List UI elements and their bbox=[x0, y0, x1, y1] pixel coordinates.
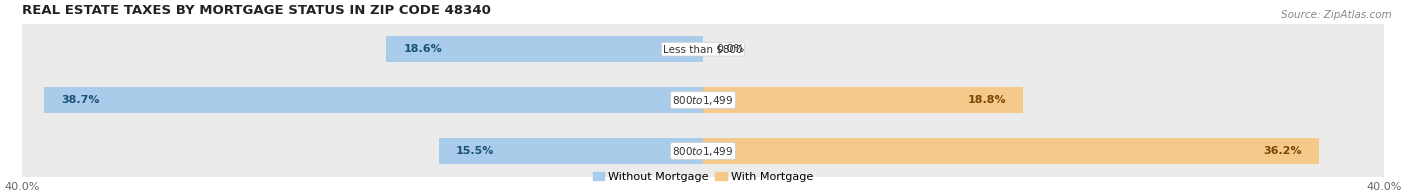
Text: 0.0%: 0.0% bbox=[717, 44, 745, 54]
Text: $800 to $1,499: $800 to $1,499 bbox=[672, 93, 734, 107]
Bar bbox=[439, 138, 703, 164]
Bar bbox=[44, 87, 703, 113]
Text: $800 to $1,499: $800 to $1,499 bbox=[672, 144, 734, 158]
Text: Less than $800: Less than $800 bbox=[664, 44, 742, 54]
Bar bbox=[22, 75, 1384, 126]
Text: 18.6%: 18.6% bbox=[404, 44, 441, 54]
Bar bbox=[22, 126, 1384, 177]
Bar bbox=[703, 87, 1024, 113]
Text: 38.7%: 38.7% bbox=[60, 95, 100, 105]
Bar bbox=[22, 24, 1384, 75]
Text: REAL ESTATE TAXES BY MORTGAGE STATUS IN ZIP CODE 48340: REAL ESTATE TAXES BY MORTGAGE STATUS IN … bbox=[22, 4, 491, 17]
Text: 18.8%: 18.8% bbox=[967, 95, 1007, 105]
Legend: Without Mortgage, With Mortgage: Without Mortgage, With Mortgage bbox=[588, 167, 818, 186]
Bar bbox=[387, 36, 703, 62]
Bar bbox=[703, 138, 1319, 164]
Text: Source: ZipAtlas.com: Source: ZipAtlas.com bbox=[1281, 10, 1392, 20]
Text: 15.5%: 15.5% bbox=[456, 146, 495, 156]
Text: 36.2%: 36.2% bbox=[1264, 146, 1302, 156]
